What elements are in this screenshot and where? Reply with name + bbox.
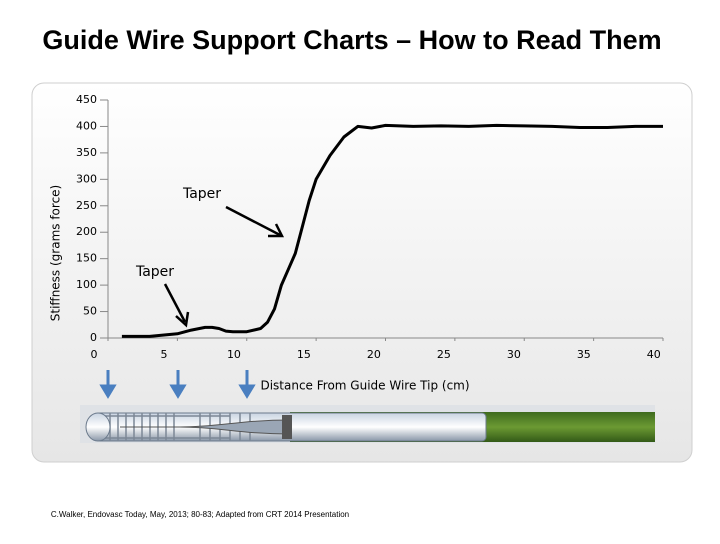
y-tick-label: 150 (76, 252, 97, 265)
y-tick-label: 250 (76, 199, 97, 212)
position-arrows (99, 370, 256, 399)
x-tick-label: 20 (367, 348, 381, 361)
x-tick-label: 35 (577, 348, 591, 361)
citation: C.Walker, Endovasc Today, May, 2013; 80-… (51, 510, 349, 519)
y-tick-label: 450 (76, 93, 97, 106)
x-tick-label: 10 (227, 348, 241, 361)
annotation: Taper (135, 264, 174, 280)
data-line (121, 123, 663, 338)
plot: 0 50 100 150 200 250 300 350 400 450 0 5 10 15 20 25 30 3… (76, 93, 664, 361)
annotation-arrows (163, 205, 285, 328)
y-tick-label: 300 (76, 172, 97, 185)
x-axis-label: Distance From Guide Wire Tip (cm) (260, 379, 469, 393)
y-tick-label: 200 (76, 225, 97, 238)
y-tick-label: 350 (76, 146, 97, 159)
x-tick-label: 5 (160, 348, 167, 361)
x-tick-label: 0 (91, 348, 98, 361)
x-tick-label: 40 (647, 348, 661, 361)
x-tick-label: 30 (507, 348, 521, 361)
y-tick-label: 0 (90, 331, 97, 344)
y-tick-label: 400 (76, 119, 97, 132)
chart-panel (31, 82, 693, 463)
slide-title: Guide Wire Support Charts – How to Read … (42, 25, 661, 55)
y-tick-label: 50 (83, 305, 97, 318)
x-tick-label: 25 (437, 348, 451, 361)
y-axis-label: Stiffness (grams force) (49, 185, 63, 321)
guide-wire-illustration (80, 405, 655, 443)
x-tick-label: 15 (297, 348, 311, 361)
y-tick-label: 100 (76, 278, 97, 291)
annotation: Taper (182, 186, 221, 202)
